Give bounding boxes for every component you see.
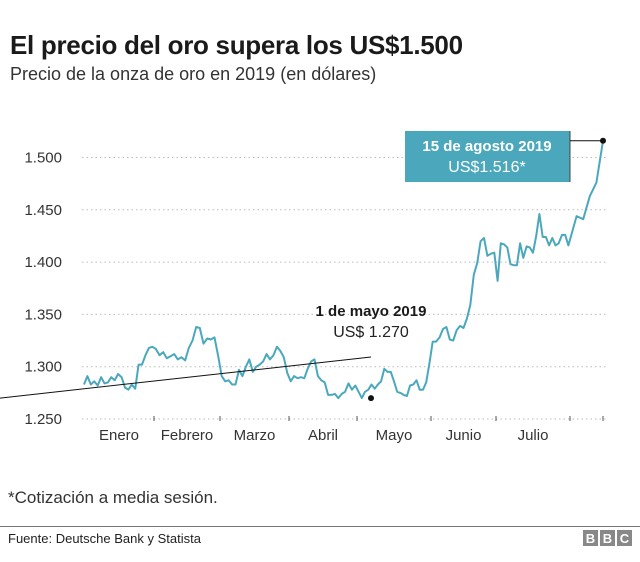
x-tick-label: Febrero — [161, 427, 214, 444]
x-tick-label: Abril — [308, 427, 338, 444]
footnote: *Cotización a media sesión. — [8, 488, 218, 507]
y-tick-label: 1.400 — [24, 254, 62, 271]
x-tick-label: Marzo — [234, 427, 276, 444]
x-tick-label: Julio — [518, 427, 549, 444]
annotation-aug-15: 15 de agosto 2019 US$1.516* — [405, 131, 606, 182]
source-text: Fuente: Deutsche Bank y Statista — [8, 531, 201, 546]
bbc-logo-b2: B — [600, 530, 615, 546]
annotation-aug-date: 15 de agosto 2019 — [422, 138, 551, 155]
chart-subtitle: Precio de la onza de oro en 2019 (en dól… — [10, 64, 377, 84]
x-tick-label: Mayo — [376, 427, 413, 444]
annotation-aug-box — [405, 131, 570, 182]
y-tick-label: 1.450 — [24, 202, 62, 219]
chart-title: El precio del oro supera los US$1.500 — [10, 30, 463, 60]
annotation-aug-dot — [600, 137, 606, 144]
annotation-may-1: 1 de mayo 2019 US$ 1.270 — [0, 303, 427, 402]
x-tick-label: Enero — [99, 427, 139, 444]
gold-price-line — [83, 140, 604, 400]
y-tick-label: 1.350 — [24, 306, 62, 323]
bbc-logo-c: C — [617, 530, 632, 546]
y-tick-label: 1.250 — [24, 411, 62, 428]
y-tick-label: 1.500 — [24, 150, 62, 167]
bbc-logo-b1: B — [583, 530, 598, 546]
annotation-aug-value: US$1.516* — [448, 159, 525, 176]
annotation-may-date: 1 de mayo 2019 — [316, 303, 427, 320]
y-tick-label: 1.300 — [24, 359, 62, 376]
footer-divider — [0, 526, 640, 527]
gold-price-chart: 1.250 1.300 1.350 1.400 1.450 1.500 Enero Febr… — [0, 131, 606, 444]
annotation-may-leader — [0, 356, 372, 399]
bbc-logo: B B C — [583, 530, 632, 546]
annotation-may-value: US$ 1.270 — [333, 324, 409, 341]
x-tick-label: Junio — [446, 427, 482, 444]
annotation-may-dot — [368, 395, 374, 402]
